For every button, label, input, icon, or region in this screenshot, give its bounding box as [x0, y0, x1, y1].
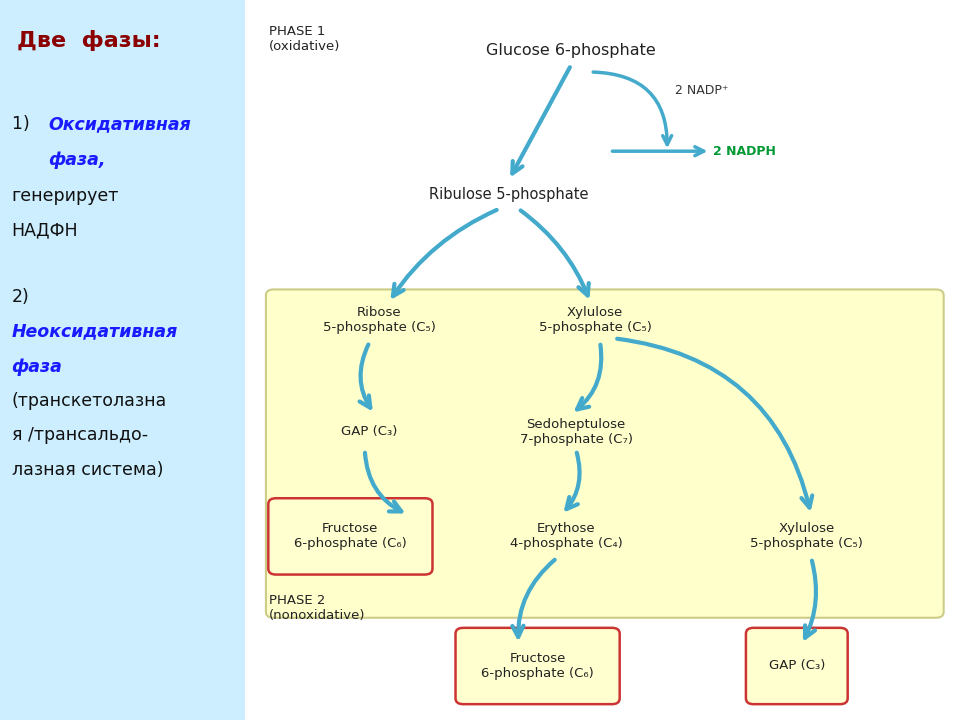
- Text: фаза: фаза: [12, 358, 62, 376]
- Text: (транскетолазна: (транскетолазна: [12, 392, 167, 410]
- FancyBboxPatch shape: [456, 628, 620, 704]
- FancyBboxPatch shape: [746, 628, 848, 704]
- Text: Оксидативная: Оксидативная: [48, 115, 191, 133]
- FancyBboxPatch shape: [0, 0, 245, 720]
- Text: Glucose 6-phosphate: Glucose 6-phosphate: [487, 43, 656, 58]
- Text: Xylulose
5-phosphate (C₅): Xylulose 5-phosphate (C₅): [750, 523, 863, 550]
- Text: Sedoheptulose
7-phosphate (C₇): Sedoheptulose 7-phosphate (C₇): [519, 418, 633, 446]
- Text: GAP (C₃): GAP (C₃): [769, 660, 825, 672]
- Text: НАДФН: НАДФН: [12, 222, 78, 240]
- Text: я /трансальдо-: я /трансальдо-: [12, 426, 148, 444]
- Text: генерирует: генерирует: [12, 187, 119, 205]
- Text: 2): 2): [12, 288, 29, 306]
- Text: Fructose
6-phosphate (C₆): Fructose 6-phosphate (C₆): [481, 652, 594, 680]
- Text: 1): 1): [12, 115, 35, 133]
- FancyBboxPatch shape: [266, 289, 944, 618]
- Text: фаза,: фаза,: [48, 151, 106, 169]
- Text: 2 NADP⁺: 2 NADP⁺: [675, 84, 729, 96]
- Text: PHASE 1
(oxidative): PHASE 1 (oxidative): [269, 25, 340, 53]
- Text: Ribose
5-phosphate (C₅): Ribose 5-phosphate (C₅): [323, 307, 436, 334]
- Text: 2 NADPH: 2 NADPH: [713, 145, 776, 158]
- Text: Erythose
4-phosphate (C₄): Erythose 4-phosphate (C₄): [510, 523, 623, 550]
- Text: Две  фазы:: Две фазы:: [17, 30, 161, 51]
- Text: Неоксидативная: Неоксидативная: [12, 322, 178, 340]
- Text: лазная система): лазная система): [12, 461, 163, 479]
- Text: Ribulose 5-phosphate: Ribulose 5-phosphate: [429, 187, 588, 202]
- Text: Fructose
6-phosphate (C₆): Fructose 6-phosphate (C₆): [294, 523, 407, 550]
- Text: Xylulose
5-phosphate (C₅): Xylulose 5-phosphate (C₅): [539, 307, 652, 334]
- FancyBboxPatch shape: [268, 498, 432, 575]
- Text: PHASE 2
(nonoxidative): PHASE 2 (nonoxidative): [269, 594, 366, 622]
- Text: GAP (C₃): GAP (C₃): [342, 426, 397, 438]
